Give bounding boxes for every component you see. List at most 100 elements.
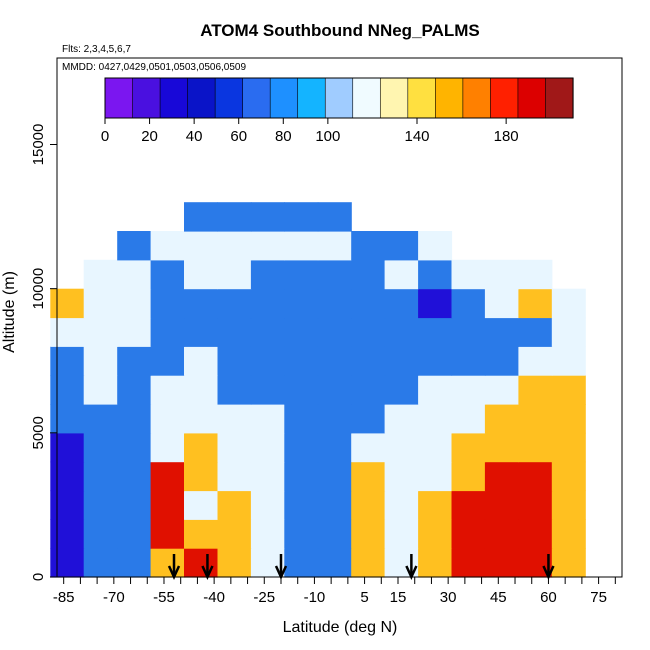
colorbar-tick-label: 140 — [404, 128, 429, 145]
heatmap-cell — [284, 490, 319, 520]
heatmap-cell — [317, 288, 352, 319]
heatmap-cell — [451, 317, 486, 347]
heatmap-cell — [384, 259, 419, 290]
plot-border — [56, 57, 623, 578]
heatmap-cell — [384, 375, 419, 405]
heatmap-cell — [317, 259, 352, 290]
colorbar-segment — [407, 77, 436, 119]
colorbar-segment — [132, 77, 161, 119]
heatmap-cell — [384, 519, 419, 549]
heatmap-cell — [150, 317, 185, 347]
heatmap-cell — [150, 375, 185, 405]
heatmap-cell — [418, 404, 453, 434]
heatmap-cell — [317, 317, 352, 347]
plot-cells — [50, 202, 586, 578]
colorbar-segment — [379, 77, 409, 119]
heatmap-cell — [117, 259, 152, 290]
colorbar-segment — [187, 77, 216, 119]
flights-label: Flts: 2,3,4,5,6,7 — [62, 44, 131, 55]
heatmap-cell — [484, 548, 519, 578]
heatmap-cell — [284, 288, 319, 319]
heatmap-cell — [117, 375, 152, 405]
heatmap-cell — [50, 375, 85, 405]
heatmap-cell — [150, 519, 185, 549]
heatmap-cell — [117, 519, 152, 549]
heatmap-cell — [551, 404, 586, 434]
heatmap-cell — [418, 375, 453, 405]
heatmap-cell — [317, 346, 352, 376]
heatmap-cell — [484, 317, 519, 347]
heatmap-cell — [418, 317, 453, 347]
heatmap-cell — [351, 375, 386, 405]
heatmap-cell — [518, 490, 553, 520]
heatmap-cell — [150, 432, 185, 463]
heatmap-cell — [217, 317, 252, 347]
heatmap-cell — [384, 490, 419, 520]
x-axis-label: Latitude (deg N) — [283, 619, 398, 636]
y-tick-label: 10000 — [30, 268, 47, 310]
heatmap-cell — [351, 259, 386, 290]
heatmap-cell — [384, 432, 419, 463]
colorbar-segment — [324, 77, 354, 119]
colorbar-segment — [242, 77, 271, 119]
heatmap-cell — [217, 490, 252, 520]
heatmap-cell — [250, 432, 285, 463]
heatmap-cell — [184, 346, 218, 376]
heatmap-cell — [250, 375, 285, 405]
heatmap-cell — [83, 346, 118, 376]
heatmap-cell — [384, 231, 419, 261]
heatmap-cell — [451, 432, 486, 463]
latitude-arrowhead — [201, 565, 214, 581]
colorbar-segment — [545, 77, 574, 119]
x-tick-label: -55 — [153, 589, 175, 606]
heatmap-cell — [351, 432, 386, 463]
heatmap-cell — [551, 288, 586, 319]
colorbar-tick-label: 20 — [141, 128, 158, 145]
heatmap-cell — [317, 432, 352, 463]
heatmap-cell — [484, 404, 519, 434]
heatmap-cell — [250, 288, 285, 319]
colorbar — [104, 77, 574, 119]
heatmap-cell — [117, 231, 152, 261]
heatmap-cell — [418, 519, 453, 549]
heatmap-cell — [217, 404, 252, 434]
heatmap-cell — [451, 375, 486, 405]
heatmap-cell — [484, 432, 519, 463]
y-tick-label: 5000 — [30, 416, 47, 449]
heatmap-cell — [317, 490, 352, 520]
heatmap-cell — [184, 519, 218, 549]
heatmap-cell — [217, 548, 252, 578]
heatmap-cell — [351, 346, 386, 376]
heatmap-cell — [317, 375, 352, 405]
heatmap-cell — [484, 375, 519, 405]
heatmap-cell — [217, 461, 252, 492]
x-tick-label: 60 — [540, 589, 557, 606]
heatmap-cell — [83, 490, 118, 520]
heatmap-cell — [83, 259, 118, 290]
heatmap-cell — [284, 259, 319, 290]
heatmap-cell — [83, 432, 118, 463]
latitude-arrowhead — [405, 565, 418, 581]
heatmap-cell — [50, 346, 85, 376]
heatmap-cell — [284, 202, 319, 232]
heatmap-cell — [184, 490, 218, 520]
heatmap-cell — [184, 259, 218, 290]
heatmap-cell — [551, 461, 586, 492]
heatmap-cell — [150, 548, 185, 578]
heatmap-cell — [250, 317, 285, 347]
x-tick-label: -10 — [304, 589, 326, 606]
colorbar-tick-label: 40 — [186, 128, 203, 145]
colorbar-tick-label: 100 — [315, 128, 340, 145]
heatmap-cell — [484, 461, 519, 492]
heatmap-cell — [150, 231, 185, 261]
heatmap-cell — [217, 202, 252, 232]
heatmap-cell — [384, 461, 419, 492]
heatmap-cell — [418, 288, 453, 319]
heatmap-cell — [317, 202, 352, 232]
heatmap-cell — [117, 317, 152, 347]
heatmap-cell — [117, 490, 152, 520]
heatmap-cell — [418, 231, 453, 261]
colorbar-segment — [214, 77, 244, 119]
heatmap-cell — [351, 288, 386, 319]
y-tick-label: 15000 — [30, 124, 47, 166]
